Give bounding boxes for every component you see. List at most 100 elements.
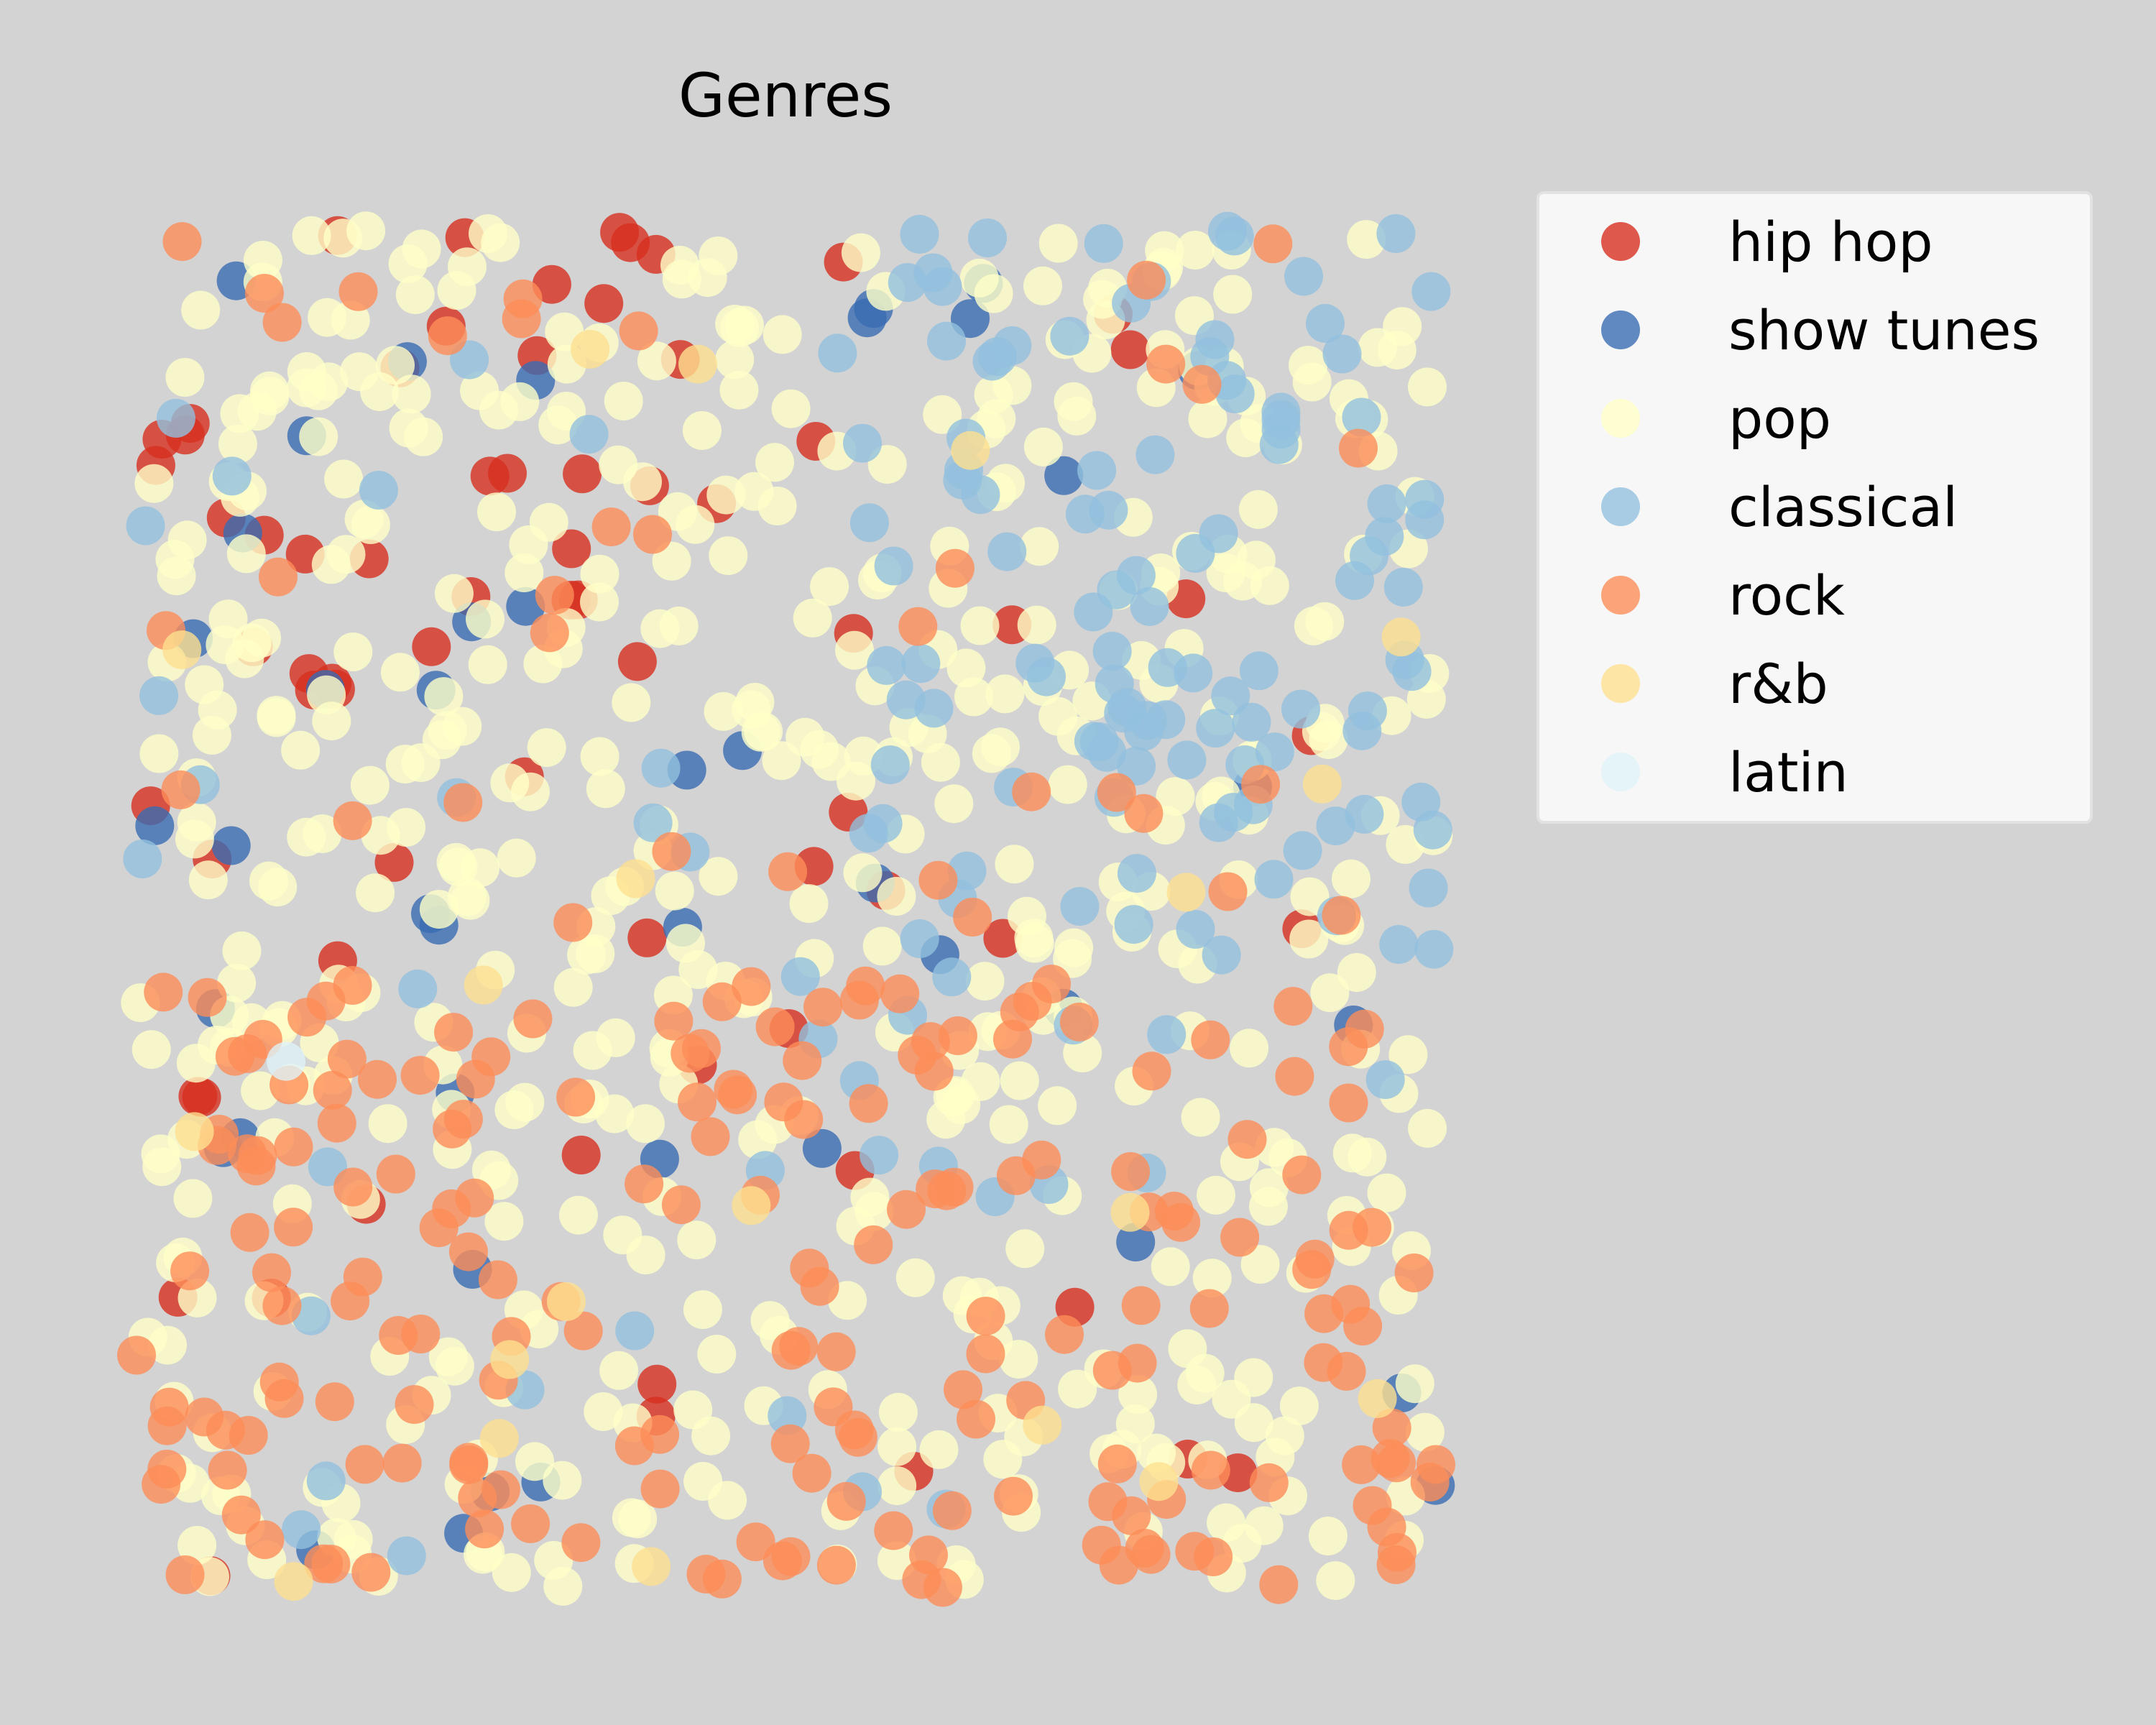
scatter-point-pop	[492, 1552, 531, 1592]
scatter-point-pop	[1038, 1086, 1077, 1126]
scatter-point-classical	[1350, 536, 1389, 576]
scatter-point-pop	[380, 653, 420, 692]
scatter-point-pop	[677, 1220, 717, 1260]
scatter-point-pop	[1377, 331, 1416, 370]
scatter-point-classical	[900, 214, 939, 254]
scatter-point-classical	[1306, 303, 1345, 343]
scatter-point-pop	[972, 734, 1011, 773]
scatter-point-rock	[1275, 1057, 1314, 1096]
scatter-point-pop	[682, 411, 722, 450]
scatter-point-rock	[244, 274, 284, 313]
scatter-point-rock	[1161, 1202, 1201, 1242]
scatter-point-pop	[1015, 924, 1054, 963]
scatter-point-rock	[1342, 1445, 1381, 1484]
scatter-point-classical	[1405, 479, 1445, 519]
scatter-point-rock	[1112, 1496, 1151, 1535]
scatter-point-pop	[490, 763, 530, 803]
scatter-point-pop	[580, 737, 619, 776]
scatter-point-rock	[434, 1013, 474, 1052]
legend-marker-show-tunes	[1601, 310, 1640, 349]
scatter-point-pop	[732, 690, 771, 730]
scatter-point-rock	[236, 1146, 276, 1186]
scatter-point-pop	[436, 842, 476, 882]
scatter-point-pop	[659, 606, 699, 645]
scatter-point-rock	[1189, 1289, 1229, 1328]
scatter-point-pop	[232, 623, 272, 663]
legend-label-show-tunes: show tunes	[1728, 298, 2040, 362]
scatter-point-pop	[351, 505, 390, 544]
scatter-point-pop	[941, 1085, 981, 1125]
scatter-point-pop	[1367, 1173, 1406, 1213]
scatter-point-rock	[511, 1504, 550, 1543]
scatter-point-rock	[333, 801, 372, 840]
scatter-point-pop	[959, 258, 999, 298]
legend-marker-classical	[1601, 487, 1640, 526]
scatter-point-classical	[212, 456, 252, 496]
scatter-point-classical	[1411, 272, 1451, 311]
scatter-point-rock	[914, 1052, 954, 1091]
scatter-point-r-b	[1358, 1379, 1397, 1418]
scatter-point-rock	[1146, 344, 1186, 384]
scatter-point-pop	[584, 1392, 623, 1431]
scatter-point-rock	[358, 1059, 397, 1099]
scatter-point-rock	[252, 1253, 291, 1292]
scatter-point-pop	[1083, 280, 1123, 319]
scatter-point-r-b	[1110, 1192, 1150, 1232]
scatter-point-classical	[1114, 905, 1153, 944]
scatter-point-rock	[245, 1520, 285, 1560]
scatter-point-rock	[923, 1568, 962, 1607]
scatter-point-pop	[1118, 1375, 1158, 1414]
scatter-point-rock	[502, 299, 541, 339]
scatter-point-classical	[1092, 632, 1132, 671]
scatter-point-pop	[1213, 275, 1253, 314]
scatter-point-rock	[465, 1509, 505, 1549]
scatter-point-pop	[434, 574, 474, 613]
scatter-point-classical	[968, 218, 1007, 257]
scatter-point-hip-hop	[600, 213, 640, 252]
scatter-point-classical	[1215, 374, 1255, 414]
scatter-point-pop	[481, 223, 520, 262]
scatter-point-rock	[691, 1117, 730, 1156]
scatter-point-rock	[432, 1189, 471, 1228]
scatter-point-classical	[867, 645, 906, 685]
scatter-point-pop	[985, 674, 1025, 714]
scatter-point-rock	[1013, 982, 1052, 1021]
scatter-point-pop	[1332, 859, 1370, 898]
scatter-point-classical	[387, 1536, 426, 1576]
scatter-point-classical	[1211, 676, 1250, 716]
scatter-point-pop	[217, 963, 257, 1003]
scatter-point-classical	[768, 1396, 807, 1435]
scatter-point-pop	[762, 741, 801, 781]
scatter-point-hip-hop	[552, 529, 591, 569]
scatter-point-rock	[779, 1327, 819, 1366]
scatter-point-pop	[604, 382, 643, 420]
scatter-point-rock	[1131, 1535, 1171, 1574]
scatter-point-pop	[1115, 1404, 1155, 1443]
scatter-point-hip-hop	[1110, 330, 1150, 369]
scatter-point-rock	[839, 980, 879, 1020]
scatter-point-pop	[877, 877, 916, 916]
scatter-point-classical	[987, 532, 1027, 571]
scatter-point-r-b	[732, 1186, 771, 1225]
scatter-point-pop	[500, 382, 540, 421]
scatter-point-rock	[338, 272, 378, 311]
scatter-points	[117, 211, 1455, 1607]
scatter-point-pop	[1279, 1386, 1319, 1426]
legend-label-classical: classical	[1728, 475, 1958, 539]
scatter-point-rock	[966, 1297, 1005, 1336]
scatter-point-pop	[388, 244, 428, 283]
scatter-point-pop	[346, 211, 386, 251]
scatter-point-pop	[484, 1202, 524, 1241]
scatter-point-rock	[816, 1545, 856, 1585]
scatter-point-classical	[870, 745, 910, 785]
scatter-point-classical	[1409, 868, 1448, 908]
scatter-point-pop	[188, 860, 228, 900]
scatter-point-rock	[849, 1084, 888, 1123]
scatter-point-pop	[281, 730, 321, 770]
scatter-point-pop	[1048, 765, 1087, 804]
scatter-point-rock	[561, 1523, 601, 1563]
scatter-point-rock	[556, 1077, 596, 1117]
scatter-point-classical	[1095, 664, 1134, 704]
scatter-point-classical	[1413, 810, 1452, 850]
scatter-point-classical	[1342, 397, 1381, 437]
